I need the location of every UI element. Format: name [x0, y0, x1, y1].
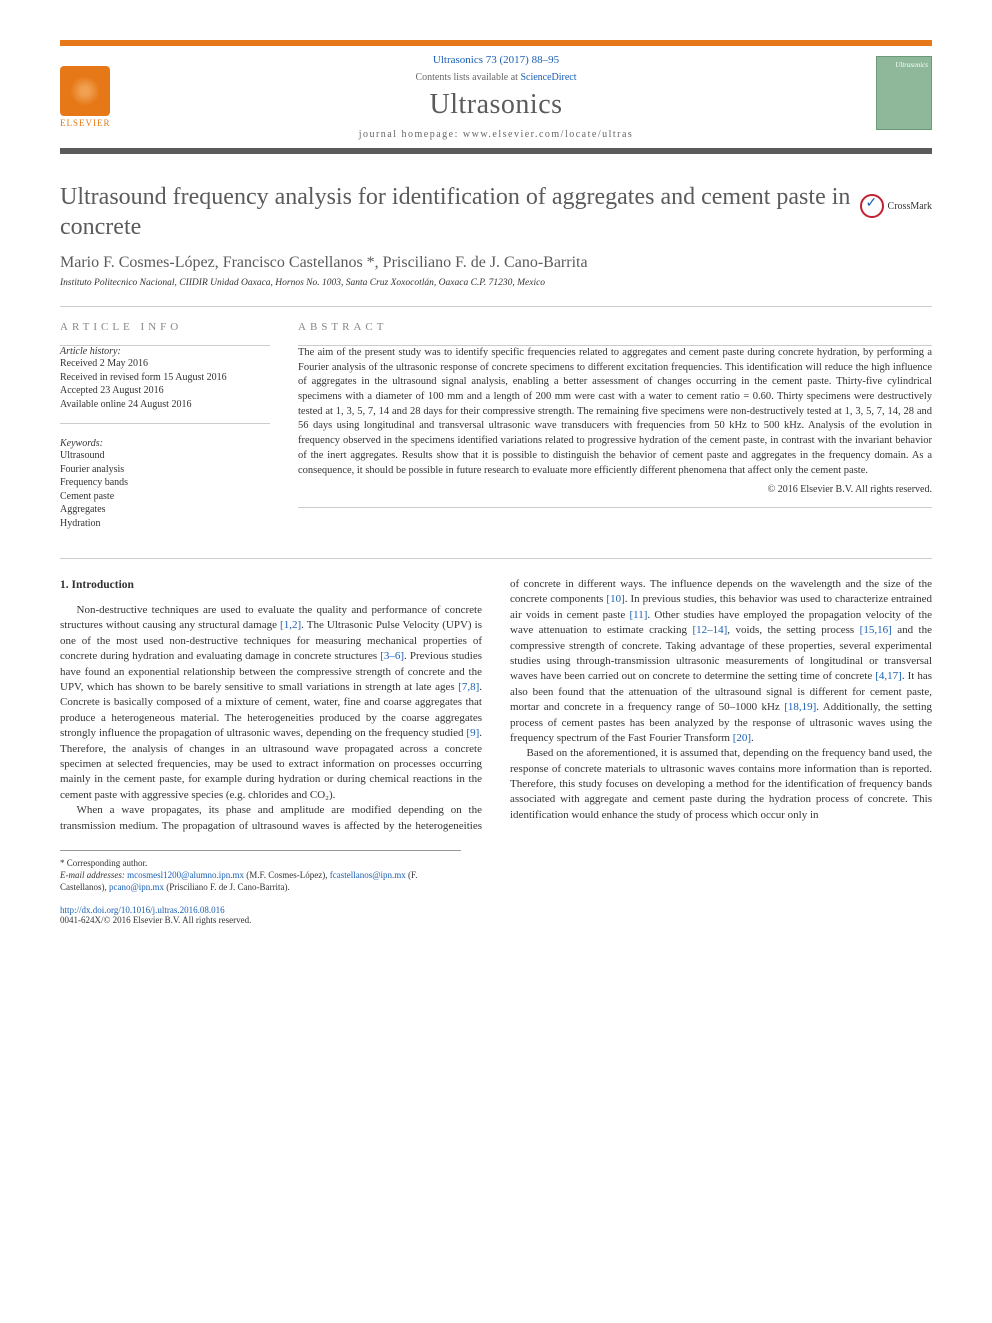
email-label: E-mail addresses: [60, 870, 125, 880]
abstract-text: The aim of the present study was to iden… [298, 346, 932, 478]
author-email-link[interactable]: mcosmesl1200@alumno.ipn.mx [127, 870, 244, 880]
cover-thumb-title: Ultrasonics [877, 57, 931, 73]
article-info-heading: article info [60, 321, 270, 333]
section-heading-introduction: 1. Introduction [60, 577, 482, 593]
history-line: Available online 24 August 2016 [60, 398, 270, 412]
history-line: Received in revised form 15 August 2016 [60, 371, 270, 385]
keyword: Hydration [60, 517, 270, 531]
author-email-link[interactable]: pcano@ipn.mx [109, 882, 164, 892]
footer-block: http://dx.doi.org/10.1016/j.ultras.2016.… [60, 905, 932, 925]
keyword: Ultrasound [60, 449, 270, 463]
article-title: Ultrasound frequency analysis for identi… [60, 182, 852, 242]
homepage-prefix: journal homepage: [359, 129, 463, 140]
citation-ref[interactable]: [10] [606, 593, 624, 605]
history-line: Received 2 May 2016 [60, 357, 270, 371]
crossmark-label: CrossMark [888, 201, 932, 212]
journal-header-band: ELSEVIER Ultrasonics Ultrasonics 73 (201… [60, 40, 932, 154]
citation-ref[interactable]: [12–14] [692, 624, 727, 636]
body-paragraph: Based on the aforementioned, it is assum… [510, 746, 932, 823]
author-email-link[interactable]: fcastellanos@ipn.mx [330, 870, 406, 880]
citation-line: Ultrasonics 73 (2017) 88–95 [60, 54, 932, 66]
keyword: Aggregates [60, 503, 270, 517]
citation-ref[interactable]: [7,8] [458, 681, 479, 693]
footnotes-block: * Corresponding author. E-mail addresses… [60, 850, 461, 893]
citation-ref[interactable]: [4,17] [875, 670, 902, 682]
section-divider [60, 558, 932, 559]
divider [298, 507, 932, 508]
body-paragraph: Non-destructive techniques are used to e… [60, 603, 482, 803]
contents-line: Contents lists available at ScienceDirec… [60, 72, 932, 83]
citation-ref[interactable]: [9] [466, 727, 479, 739]
crossmark-badge[interactable]: CrossMark [860, 194, 932, 218]
history-line: Accepted 23 August 2016 [60, 384, 270, 398]
citation-ref[interactable]: [3–6] [380, 650, 404, 662]
body-two-column: 1. Introduction Non-destructive techniqu… [60, 577, 932, 834]
corresponding-author-note: * Corresponding author. [60, 857, 461, 869]
contents-prefix: Contents lists available at [415, 72, 520, 83]
affiliation-line: Instituto Politecnico Nacional, CIIDIR U… [60, 278, 932, 288]
citation-ref[interactable]: [11] [630, 609, 648, 621]
homepage-url: www.elsevier.com/locate/ultras [463, 129, 633, 140]
keyword: Frequency bands [60, 476, 270, 490]
author-line: Mario F. Cosmes-López, Francisco Castell… [60, 254, 932, 272]
publisher-logo: ELSEVIER [60, 66, 120, 136]
journal-homepage: journal homepage: www.elsevier.com/locat… [60, 129, 932, 140]
abstract-copyright: © 2016 Elsevier B.V. All rights reserved… [298, 484, 932, 495]
journal-name: Ultrasonics [60, 89, 932, 121]
article-info-column: article info Article history: Received 2… [60, 321, 270, 530]
divider [60, 423, 270, 424]
citation-ref[interactable]: [18,19] [784, 701, 816, 713]
doi-link[interactable]: http://dx.doi.org/10.1016/j.ultras.2016.… [60, 905, 225, 915]
issn-copyright: 0041-624X/© 2016 Elsevier B.V. All right… [60, 915, 251, 925]
journal-cover-thumbnail: Ultrasonics [876, 56, 932, 130]
sciencedirect-link[interactable]: ScienceDirect [520, 72, 576, 83]
citation-ref[interactable]: [15,16] [860, 624, 892, 636]
history-label: Article history: [60, 346, 270, 357]
keyword: Fourier analysis [60, 463, 270, 477]
abstract-heading: abstract [298, 321, 932, 333]
elsevier-tree-icon [60, 66, 110, 116]
crossmark-icon [860, 194, 884, 218]
keywords-label: Keywords: [60, 438, 270, 449]
keyword: Cement paste [60, 490, 270, 504]
publisher-name: ELSEVIER [60, 118, 120, 128]
citation-ref[interactable]: [20] [733, 732, 751, 744]
citation-ref[interactable]: [1,2] [280, 619, 301, 631]
email-addresses: E-mail addresses: mcosmesl1200@alumno.ip… [60, 869, 461, 893]
abstract-column: abstract The aim of the present study wa… [298, 321, 932, 530]
